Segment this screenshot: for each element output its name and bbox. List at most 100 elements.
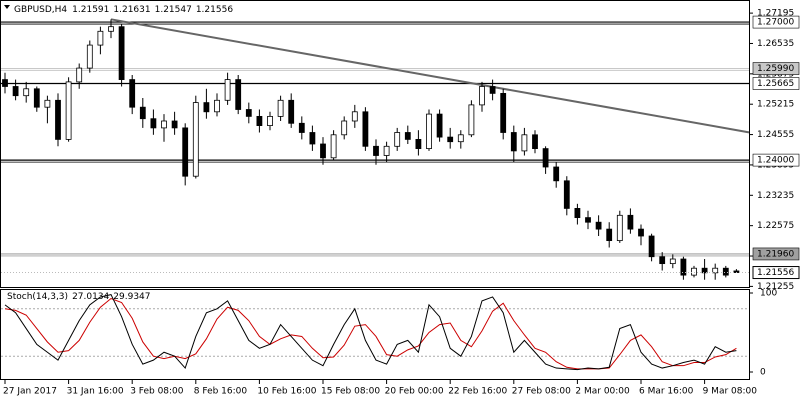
x-tick-label: 27 Jan 2017	[3, 387, 57, 397]
candle-body	[500, 92, 507, 133]
candle-body	[108, 26, 114, 32]
stoch-tick-label: 0	[760, 368, 766, 378]
candle-body	[171, 120, 178, 129]
level-label-box	[752, 153, 800, 167]
candle-body	[394, 132, 401, 147]
candle-body	[161, 120, 167, 129]
level-label-box	[752, 77, 800, 90]
candle-body	[585, 217, 591, 223]
candle-body	[722, 267, 729, 276]
candle-body	[298, 122, 305, 133]
candle-body	[65, 81, 72, 140]
candle-body	[648, 235, 655, 258]
x-tick-label: 3 Feb 08:00	[130, 387, 184, 397]
candle-body	[139, 106, 146, 120]
candle-body	[521, 134, 528, 152]
candle-body	[118, 26, 125, 80]
open: 1.21591	[72, 5, 109, 15]
candle-body	[669, 258, 676, 265]
x-tick-label: 27 Feb 08:00	[512, 387, 571, 397]
level-label: 1.27000	[757, 18, 794, 28]
x-tick-label: 20 Feb 00:00	[385, 387, 444, 397]
candle-body	[309, 132, 316, 145]
x-tick-label: 2 Mar 00:00	[575, 387, 630, 397]
stoch-title: Stoch(14,3,3)	[7, 292, 68, 302]
level-label: 1.21960	[757, 249, 794, 259]
candle-body	[267, 115, 273, 126]
candle-body	[341, 120, 348, 136]
price-label: 1.21556	[757, 268, 794, 278]
stoch-header: Stoch(14,3,3) 27.0134 29.9347	[7, 292, 151, 302]
candle-body	[436, 113, 443, 138]
x-tick-label: 10 Feb 16:00	[257, 387, 316, 397]
stoch-tick-label: 100	[760, 289, 777, 299]
x-tick-label: 9 Mar 08:00	[703, 387, 758, 397]
candle-body	[373, 145, 379, 156]
candle-body	[616, 214, 623, 242]
y-tick-label: 1.24555	[757, 130, 794, 140]
candle-body	[415, 138, 422, 150]
candle-body	[44, 99, 51, 108]
stoch-main-value: 27.0134	[72, 292, 109, 302]
candle-body	[320, 143, 326, 159]
level-label-box	[752, 15, 800, 29]
candle-body	[563, 180, 570, 209]
candle-body	[256, 115, 263, 126]
level-label: 1.25990	[757, 64, 794, 74]
low: 1.21547	[155, 5, 192, 15]
candle-body	[510, 132, 517, 152]
candle-body	[245, 109, 252, 117]
candle-body	[426, 113, 432, 150]
candle-body	[595, 221, 602, 230]
candle-body	[55, 99, 61, 140]
candle-body	[457, 134, 464, 143]
x-tick-label: 6 Mar 16:00	[639, 387, 694, 397]
candle-body	[203, 102, 210, 113]
candle-body	[182, 127, 189, 177]
candle-body	[235, 79, 242, 110]
candle-body	[277, 99, 284, 117]
candle-body	[288, 99, 295, 124]
candle-body	[192, 102, 199, 177]
candle-body	[659, 256, 666, 265]
candle-body	[468, 104, 475, 136]
y-tick-label: 1.25215	[757, 100, 794, 110]
candle-body	[479, 86, 485, 106]
level-label: 1.25665	[757, 79, 794, 89]
y-tick-label: 1.23235	[757, 191, 794, 201]
candle-body	[489, 86, 496, 94]
stoch-signal-line	[4, 297, 737, 370]
candle-body	[33, 88, 40, 108]
candle-body	[214, 99, 220, 113]
candle-body	[701, 267, 708, 274]
header: GBPUSD,H4 1.21591 1.21631 1.21547 1.21556	[14, 5, 233, 15]
candle-body	[12, 86, 19, 97]
candle-body	[86, 44, 93, 69]
candle-body	[691, 267, 697, 276]
price-box	[752, 266, 800, 280]
candle-body	[23, 88, 30, 97]
candle-body	[606, 228, 613, 242]
symbol: GBPUSD,H4	[14, 5, 67, 15]
trendline	[110, 18, 750, 134]
y-tick-label: 1.21255	[757, 282, 794, 292]
candle-body	[97, 30, 104, 46]
level-label: 1.24000	[757, 156, 794, 166]
x-tick-label: 8 Feb 16:00	[194, 387, 248, 397]
close: 1.21556	[196, 5, 233, 15]
candle-body	[680, 258, 687, 276]
candle-body	[362, 111, 369, 147]
x-tick-label: 22 Feb 16:00	[448, 387, 507, 397]
y-tick-label: 1.27195	[757, 9, 794, 19]
y-tick-label: 1.26535	[757, 39, 794, 49]
candle-body	[150, 118, 157, 129]
stoch-signal-value: 29.9347	[113, 292, 150, 302]
high: 1.21631	[113, 5, 150, 15]
main-pane	[0, 0, 750, 288]
candle-body	[542, 148, 549, 168]
x-tick-label: 31 Jan 16:00	[67, 387, 124, 397]
level-label-box	[752, 247, 800, 261]
candle-body	[383, 145, 390, 156]
candle-body	[532, 134, 538, 150]
